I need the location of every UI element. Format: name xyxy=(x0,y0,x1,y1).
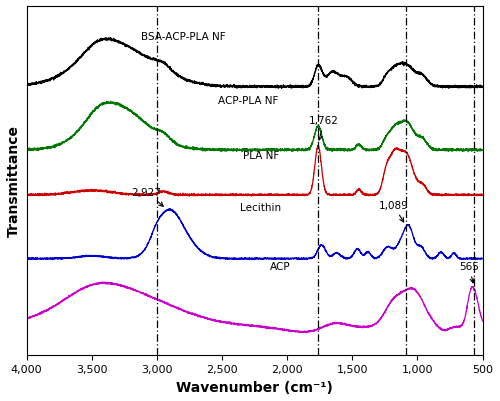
Text: ACP: ACP xyxy=(270,261,291,271)
Y-axis label: Transmittance: Transmittance xyxy=(7,125,21,237)
Text: ACP-PLA NF: ACP-PLA NF xyxy=(218,95,278,105)
Text: 1,089: 1,089 xyxy=(378,200,408,223)
Text: Lecithin: Lecithin xyxy=(240,203,282,213)
Text: BSA-ACP-PLA NF: BSA-ACP-PLA NF xyxy=(140,32,225,42)
Text: 1,762: 1,762 xyxy=(310,116,339,141)
Text: 565: 565 xyxy=(459,261,479,283)
Text: 2,927: 2,927 xyxy=(132,187,164,207)
X-axis label: Wavenumber (cm⁻¹): Wavenumber (cm⁻¹) xyxy=(176,380,333,394)
Text: PLA NF: PLA NF xyxy=(243,151,279,161)
